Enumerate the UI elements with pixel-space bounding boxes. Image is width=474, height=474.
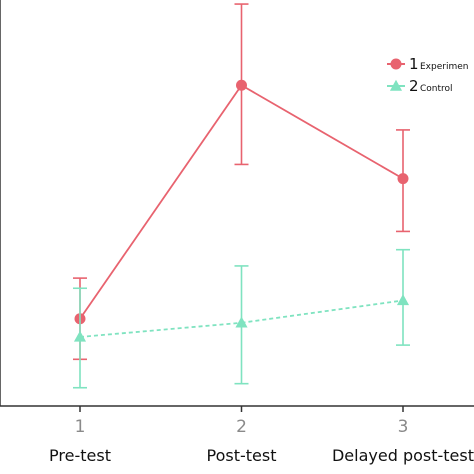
legend-label: Control xyxy=(420,84,453,94)
axis-layer xyxy=(0,0,474,407)
series-layer xyxy=(73,3,410,389)
data-point xyxy=(73,330,87,342)
series-line-segment xyxy=(241,84,404,180)
data-point xyxy=(236,79,247,91)
legend-number: 2 xyxy=(409,77,419,95)
series-line-segment xyxy=(79,321,242,338)
data-point xyxy=(396,294,410,306)
x-tick-layer: 1 Pre-test 2 Post-test 3 Delayed post-test xyxy=(49,406,474,465)
x-tick-label: 2 xyxy=(236,417,247,437)
series-line-segment xyxy=(241,299,404,324)
x-category-label: Pre-test xyxy=(49,446,111,465)
data-point xyxy=(397,173,409,185)
legend-label: Experimen xyxy=(420,62,468,72)
legend-marker xyxy=(390,58,402,70)
series-control xyxy=(73,248,410,389)
x-category-label: Delayed post-test xyxy=(332,446,474,465)
legend-marker xyxy=(389,79,403,91)
legend-item-control: 2 Control xyxy=(387,77,453,95)
data-point xyxy=(235,316,248,328)
x-tick-label: 3 xyxy=(398,417,409,437)
series-line-segment xyxy=(79,84,243,320)
legend-item-experimental: 1 Experimen xyxy=(387,55,468,73)
x-category-label: Post-test xyxy=(207,446,277,465)
x-tick-label: 1 xyxy=(75,417,86,437)
legend-number: 1 xyxy=(409,55,419,73)
series-experimental xyxy=(73,3,410,361)
